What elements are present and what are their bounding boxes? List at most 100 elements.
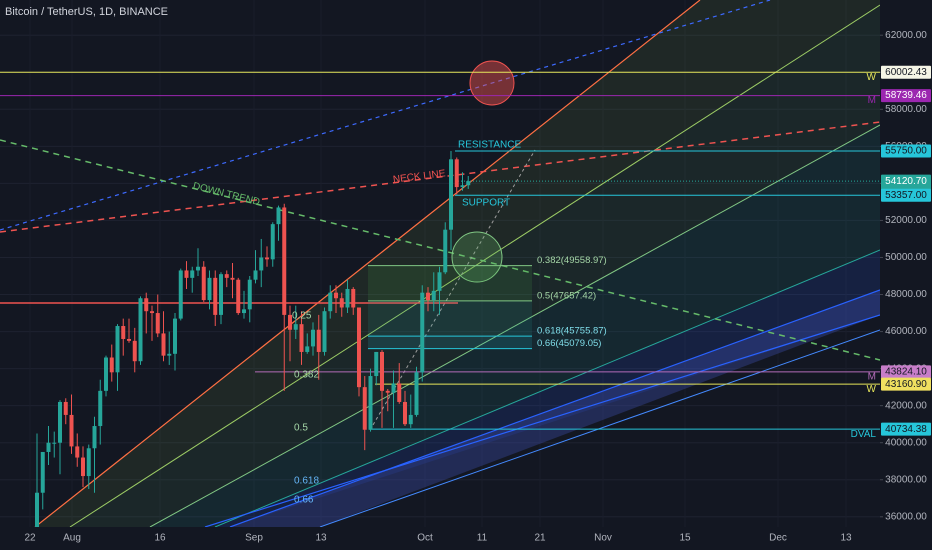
trend-line [0, 0, 771, 231]
down-trend-line [0, 139, 880, 361]
candle-body [460, 185, 465, 188]
annotation: 0.618 [294, 476, 319, 487]
candle-body [35, 492, 39, 527]
price-label: 54120.70 [885, 176, 927, 187]
candle-body [305, 346, 310, 352]
candle-body [230, 277, 235, 280]
candle-body [311, 329, 315, 347]
candle-body [86, 448, 91, 477]
candle-body [184, 270, 189, 278]
candle-body [69, 414, 74, 447]
x-tick-label: 15 [679, 533, 691, 544]
price-label: 40734.38 [885, 424, 927, 435]
fib-zone [368, 265, 532, 301]
candle-body [63, 401, 68, 415]
candle-body [403, 401, 407, 425]
x-tick-label: 13 [315, 533, 327, 544]
x-tick-label: 21 [534, 533, 546, 544]
candle-body [426, 292, 430, 301]
candle-body [397, 383, 402, 402]
pitchfork-line [229, 289, 880, 527]
candle-body [127, 338, 131, 341]
target-circle [469, 60, 515, 106]
y-tick-label: 40000.00 [885, 437, 927, 448]
annotation: 0.382 [294, 370, 319, 381]
candle-body [201, 266, 206, 301]
annotation: SUPPORT [462, 198, 510, 209]
x-tick-label: 22 [24, 533, 36, 544]
candle-body [282, 207, 287, 315]
price-label: 43160.90 [885, 379, 927, 390]
candle-body [437, 272, 442, 291]
x-tick-label: Sep [245, 533, 263, 544]
levels [0, 71, 880, 430]
candle-body [449, 159, 453, 230]
candle-body [144, 298, 149, 312]
price-label-box [881, 422, 931, 436]
candle-body [207, 277, 212, 301]
price-label: 55750.00 [885, 146, 927, 157]
y-tick-label: 48000.00 [885, 289, 927, 300]
candle-body [242, 309, 246, 314]
price-label: 60002.43 [885, 67, 927, 78]
candle-body [431, 290, 436, 301]
candle-body [40, 451, 45, 493]
candle-body [316, 329, 321, 352]
annotation: 0.5 [294, 423, 308, 434]
candle-body [443, 229, 448, 273]
candle-body [265, 257, 269, 260]
y-tick-label: 42000.00 [885, 400, 927, 411]
x-tick-label: Nov [594, 533, 612, 544]
candle-body [219, 274, 223, 315]
pitchfork-line [204, 314, 880, 527]
candle-body [454, 159, 459, 188]
candle-body [173, 318, 177, 354]
candle-body [46, 442, 51, 452]
candle-body [92, 426, 97, 449]
candle-body [98, 390, 103, 427]
candle-body [52, 442, 57, 444]
candle-body [196, 266, 200, 271]
price-label-box [881, 188, 931, 202]
candle-body [328, 292, 333, 312]
y-tick-label: 50000.00 [885, 252, 927, 263]
candle-body [236, 279, 241, 314]
price-label-box [881, 144, 931, 158]
candle-body [466, 181, 471, 186]
price-label-box [881, 65, 931, 79]
candle-body [322, 311, 327, 352]
candle-body [293, 324, 298, 330]
candle-body [299, 324, 304, 352]
pitchfork-zone [35, 0, 880, 527]
candle-body [161, 333, 166, 356]
candle-body [138, 298, 143, 362]
fib-label: 0.618(45755.87) [537, 326, 607, 337]
price-label: 58739.46 [885, 90, 927, 101]
pitchfork-line [34, 0, 701, 527]
candle-body [213, 277, 218, 315]
zone-circle [451, 231, 503, 283]
candle-body [253, 270, 258, 280]
candle-body [132, 340, 137, 362]
x-tick-label: 16 [154, 533, 166, 544]
grid [0, 34, 883, 518]
candle-body [270, 224, 275, 260]
candles [35, 150, 471, 527]
candle-body [155, 313, 160, 334]
annotation: RESISTANCE [458, 140, 521, 151]
candle-body [420, 292, 425, 373]
chart-title: Bitcoin / TetherUS, 1D, BINANCE [5, 6, 168, 18]
labels: Bitcoin / TetherUS, 1D, BINANCE 36000.00… [5, 6, 931, 544]
fib-zone [368, 300, 532, 337]
candle-body [334, 292, 338, 299]
candle-body [121, 326, 126, 339]
y-tick-label: 38000.00 [885, 474, 927, 485]
fib-label: 0.382(49558.97) [537, 255, 607, 266]
candle-body [339, 298, 344, 308]
neck-line [0, 121, 880, 233]
candle-body [109, 357, 114, 373]
price-label-box [881, 89, 931, 103]
annotation: 0.66 [294, 495, 314, 506]
candle-body [115, 326, 120, 373]
candle-body [380, 351, 384, 391]
